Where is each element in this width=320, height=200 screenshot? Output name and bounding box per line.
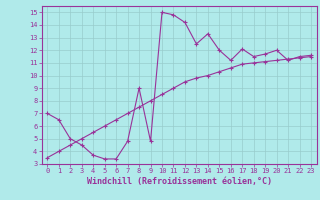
X-axis label: Windchill (Refroidissement éolien,°C): Windchill (Refroidissement éolien,°C)	[87, 177, 272, 186]
